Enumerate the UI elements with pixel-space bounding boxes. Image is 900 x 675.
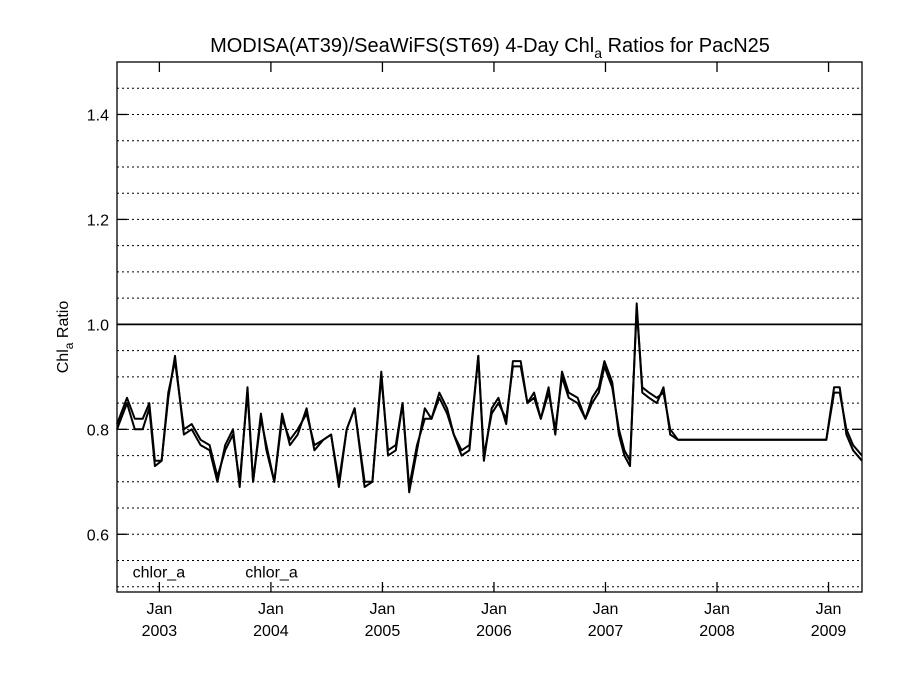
x-axis-ticks: Jan 2003 Jan 2004 Jan 2005 Jan 2006 Jan 2007 Jan 20… [142, 62, 847, 640]
x-tick-label-month: Jan [258, 601, 284, 618]
x-tick-label-month: Jan [370, 601, 396, 618]
chart-title: MODISA(AT39)/SeaWiFS(ST69) 4-Day Chla Ra… [210, 35, 770, 61]
y-tick-label: 1.4 [87, 107, 109, 124]
chart-title-tail: Ratios for PacN25 [602, 35, 770, 57]
x-tick-label-year: 2004 [253, 623, 289, 640]
plot-frame [116, 61, 863, 593]
x-tick-label-year: 2003 [142, 623, 178, 640]
x-tick-label-year: 2008 [699, 623, 735, 640]
x-tick-label-year: 2007 [588, 623, 624, 640]
y-tick-label: 1.2 [87, 212, 109, 229]
y-axis-label-main: Chl [55, 349, 72, 373]
y-tick-label: 0.6 [87, 527, 109, 544]
y-axis-label: Chla Ratio [55, 301, 76, 374]
series-line-2 [116, 302, 863, 494]
x-tick-label-year: 2009 [811, 623, 847, 640]
gridlines [117, 87, 862, 588]
y-axis-label-subscript: a [62, 342, 76, 349]
x-tick-label-year: 2006 [476, 623, 512, 640]
series-line-1 [116, 307, 863, 488]
annotation-label: chlor_a [245, 565, 298, 582]
x-tick-label-month: Jan [704, 601, 730, 618]
chart-title-main: MODISA(AT39)/SeaWiFS(ST69) 4-Day Chl [210, 35, 594, 57]
annotations: chlor_a chlor_a [133, 565, 298, 582]
y-tick-label: 1.0 [87, 317, 109, 334]
x-tick-label-month: Jan [593, 601, 619, 618]
x-tick-label-month: Jan [481, 601, 507, 618]
x-tick-label-year: 2005 [365, 623, 401, 640]
x-tick-label-month: Jan [146, 601, 172, 618]
y-tick-label: 0.8 [87, 422, 109, 439]
y-axis-label-tail: Ratio [55, 301, 72, 343]
annotation-label: chlor_a [133, 565, 186, 582]
x-tick-label-month: Jan [816, 601, 842, 618]
chart-title-subscript: a [594, 45, 602, 61]
y-axis-ticks: 0.6 0.8 1.0 1.2 1.4 [87, 107, 862, 544]
series-group [116, 302, 863, 494]
